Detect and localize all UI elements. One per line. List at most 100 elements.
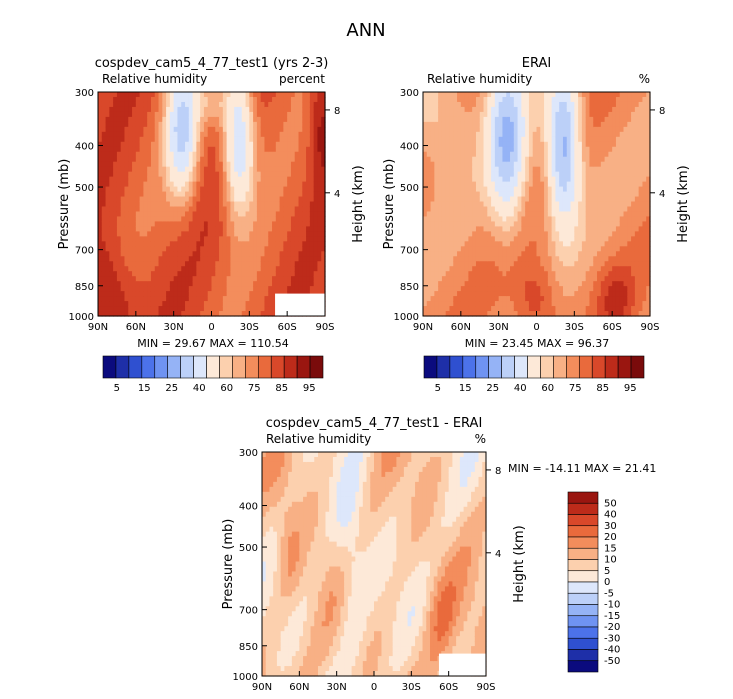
heatmap-cell bbox=[479, 216, 485, 223]
heatmap-cell bbox=[449, 286, 454, 292]
heatmap-cell bbox=[116, 216, 122, 223]
heatmap-cell bbox=[574, 296, 579, 302]
heatmap-cell bbox=[150, 221, 156, 227]
heatmap-cell bbox=[313, 266, 319, 272]
heatmap-cell bbox=[487, 291, 492, 297]
heatmap-cell bbox=[604, 161, 609, 168]
heatmap-cell bbox=[196, 271, 201, 277]
heatmap-cell bbox=[101, 166, 107, 173]
heatmap-cell bbox=[298, 126, 303, 133]
heatmap-cell bbox=[608, 201, 613, 208]
heatmap-cell bbox=[113, 256, 118, 262]
heatmap-cell bbox=[181, 106, 186, 113]
heatmap-cell bbox=[302, 131, 307, 138]
heatmap-cell bbox=[203, 291, 209, 297]
heatmap-cell bbox=[116, 161, 122, 168]
heatmap-cell bbox=[506, 266, 511, 272]
heatmap-cell bbox=[181, 311, 186, 317]
heatmap-cell bbox=[597, 261, 602, 267]
heatmap-cell bbox=[298, 261, 303, 267]
heatmap-cell bbox=[468, 216, 473, 223]
heatmap-cell bbox=[604, 276, 609, 282]
heatmap-cell bbox=[116, 166, 122, 173]
heatmap-cell bbox=[196, 181, 201, 188]
heatmap-cell bbox=[491, 116, 496, 123]
heatmap-cell bbox=[528, 156, 534, 163]
heatmap-cell bbox=[253, 92, 258, 98]
heatmap-cell bbox=[196, 261, 201, 267]
heatmap-cell bbox=[521, 281, 526, 287]
heatmap-cell bbox=[544, 236, 549, 242]
heatmap-cell bbox=[283, 271, 288, 277]
heatmap-cell bbox=[234, 306, 239, 312]
heatmap-cell bbox=[181, 271, 186, 277]
heatmap-cell bbox=[570, 246, 575, 252]
heatmap-cell bbox=[260, 116, 266, 123]
heatmap-cell bbox=[566, 311, 572, 317]
heatmap-cell bbox=[438, 236, 443, 242]
heatmap-cell bbox=[234, 141, 239, 148]
heatmap-cell bbox=[302, 111, 307, 118]
heatmap-cell bbox=[109, 241, 114, 247]
heatmap-cell bbox=[578, 176, 583, 183]
heatmap-cell bbox=[555, 246, 560, 252]
heatmap-cell bbox=[498, 306, 504, 312]
heatmap-cell bbox=[253, 231, 258, 237]
heatmap-cell bbox=[491, 276, 496, 282]
heatmap-cell bbox=[294, 116, 300, 123]
heatmap-cell bbox=[249, 216, 254, 223]
heatmap-cell bbox=[192, 141, 197, 148]
heatmap-cell bbox=[317, 256, 322, 262]
heatmap-cell bbox=[113, 241, 118, 247]
heatmap-cell bbox=[494, 256, 500, 262]
x-tick-label: 60S bbox=[278, 322, 297, 333]
heatmap-cell bbox=[562, 221, 568, 227]
heatmap-cell bbox=[192, 116, 197, 123]
heatmap-cell bbox=[283, 126, 288, 133]
heatmap-cell bbox=[279, 286, 284, 292]
heatmap-cell bbox=[132, 161, 137, 168]
heatmap-cell bbox=[181, 96, 186, 103]
heatmap-cell bbox=[559, 216, 564, 223]
heatmap-cell bbox=[502, 271, 507, 277]
heatmap-cell bbox=[517, 216, 522, 223]
heatmap-cell bbox=[222, 231, 228, 237]
heatmap-cell bbox=[222, 216, 228, 223]
heatmap-cell bbox=[453, 251, 458, 257]
heatmap-cell bbox=[502, 311, 507, 317]
heatmap-cell bbox=[460, 116, 466, 123]
heatmap-cell bbox=[245, 281, 250, 287]
heatmap-cell bbox=[597, 191, 602, 198]
heatmap-cell bbox=[494, 296, 500, 302]
heatmap-cell bbox=[574, 181, 579, 188]
heatmap-cell bbox=[475, 116, 481, 123]
heatmap-cell bbox=[585, 231, 591, 237]
heatmap-cell bbox=[298, 221, 303, 227]
heatmap-cell bbox=[147, 126, 152, 133]
heatmap-cell bbox=[483, 181, 488, 188]
heatmap-cell bbox=[302, 191, 307, 198]
heatmap-cell bbox=[494, 176, 500, 183]
heatmap-cell bbox=[506, 166, 511, 173]
heatmap-cell bbox=[521, 141, 526, 148]
heatmap-cell bbox=[593, 226, 598, 232]
heatmap-cell bbox=[162, 286, 167, 292]
heatmap-cell bbox=[581, 196, 587, 203]
heatmap-cell bbox=[181, 126, 186, 133]
heatmap-cell bbox=[559, 126, 564, 133]
heatmap-cell bbox=[430, 141, 435, 148]
heatmap-cell bbox=[162, 211, 167, 218]
heatmap-cell bbox=[483, 291, 488, 297]
heatmap-cell bbox=[510, 211, 515, 218]
heatmap-cell bbox=[241, 296, 247, 302]
heatmap-cell bbox=[105, 92, 110, 98]
heatmap-cell bbox=[426, 296, 432, 302]
heatmap-cell bbox=[555, 266, 560, 272]
heatmap-cell bbox=[211, 161, 216, 168]
heatmap-cell bbox=[540, 231, 545, 237]
heatmap-cell bbox=[211, 206, 216, 213]
heatmap-cell bbox=[559, 231, 564, 237]
heatmap-cell bbox=[128, 101, 133, 108]
heatmap-cell bbox=[479, 176, 485, 183]
heatmap-cell bbox=[302, 261, 307, 267]
